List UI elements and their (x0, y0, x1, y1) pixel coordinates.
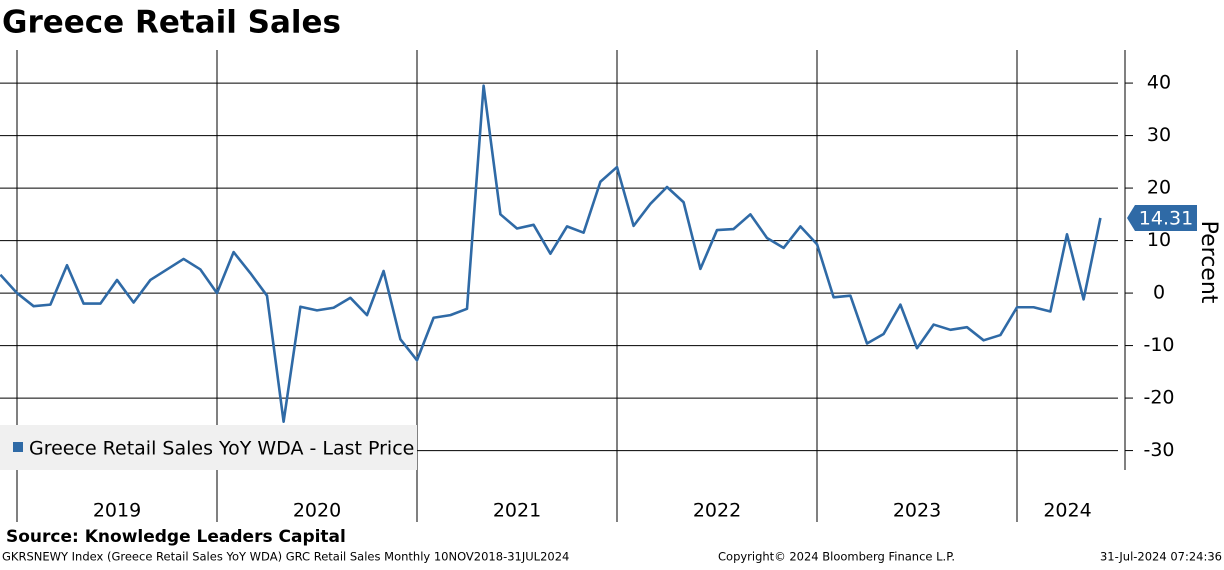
last-price-label: 14.31 (1139, 207, 1193, 229)
chart-title: Greece Retail Sales (2, 5, 341, 41)
x-tick-label: 2024 (1043, 500, 1091, 522)
legend-swatch (13, 442, 23, 452)
x-tick-label: 2023 (893, 500, 941, 522)
y-tick-label: 40 (1147, 72, 1171, 94)
footer-right: 31-Jul-2024 07:24:36 (1100, 550, 1222, 564)
last-price-tag (1127, 204, 1197, 231)
y-tick-label: 0 (1153, 282, 1165, 304)
y-tick-label: 30 (1147, 124, 1171, 146)
x-tick-label: 2019 (93, 500, 141, 522)
x-tick-label: 2022 (693, 500, 741, 522)
legend-box (0, 425, 417, 470)
y-tick-label: 10 (1147, 229, 1171, 251)
y-tick-label: 20 (1147, 177, 1171, 199)
x-tick-label: 2020 (293, 500, 341, 522)
y-axis-label: Percent (1196, 221, 1221, 304)
legend-label: Greece Retail Sales YoY WDA - Last Price (29, 438, 414, 460)
line (0, 84, 1102, 423)
source: Source: Knowledge Leaders Capital (6, 527, 346, 547)
x-tick-label: 2021 (493, 500, 541, 522)
y-tick-label: -20 (1143, 387, 1174, 409)
footer-left: GKRSNEWY Index (Greece Retail Sales YoY … (2, 550, 569, 564)
y-tick-label: -10 (1143, 334, 1174, 356)
y-tick-label: -30 (1143, 439, 1174, 461)
footer-center: Copyright© 2024 Bloomberg Finance L.P. (718, 550, 955, 564)
